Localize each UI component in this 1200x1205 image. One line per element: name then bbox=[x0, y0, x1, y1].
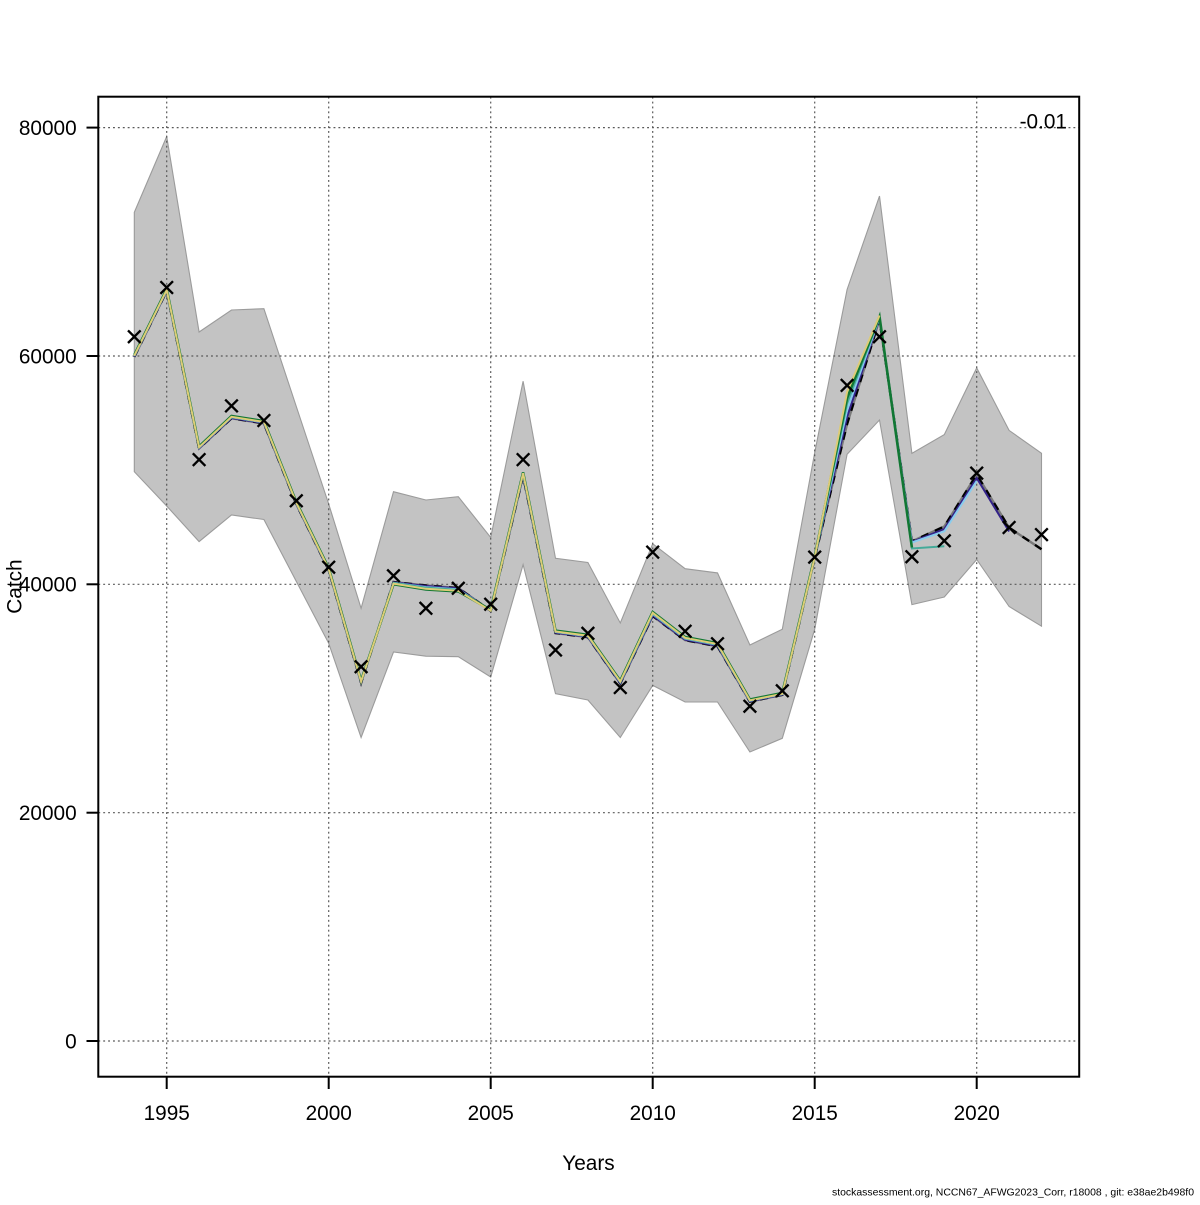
svg-text:2005: 2005 bbox=[468, 1102, 514, 1125]
svg-text:20000: 20000 bbox=[19, 802, 77, 825]
svg-text:40000: 40000 bbox=[19, 574, 77, 597]
svg-text:-0.01: -0.01 bbox=[1020, 111, 1067, 134]
svg-text:0: 0 bbox=[65, 1030, 77, 1053]
svg-text:Years: Years bbox=[562, 1152, 614, 1175]
svg-text:2000: 2000 bbox=[306, 1102, 352, 1125]
svg-text:2015: 2015 bbox=[792, 1102, 838, 1125]
svg-text:Catch: Catch bbox=[4, 559, 27, 613]
svg-text:60000: 60000 bbox=[19, 345, 77, 368]
svg-text:2010: 2010 bbox=[630, 1102, 676, 1125]
svg-text:1995: 1995 bbox=[144, 1102, 190, 1125]
svg-text:80000: 80000 bbox=[19, 117, 77, 140]
svg-text:2020: 2020 bbox=[954, 1102, 1000, 1125]
svg-text:stockassessment.org, NCCN67_AF: stockassessment.org, NCCN67_AFWG2023_Cor… bbox=[832, 1188, 1194, 1199]
